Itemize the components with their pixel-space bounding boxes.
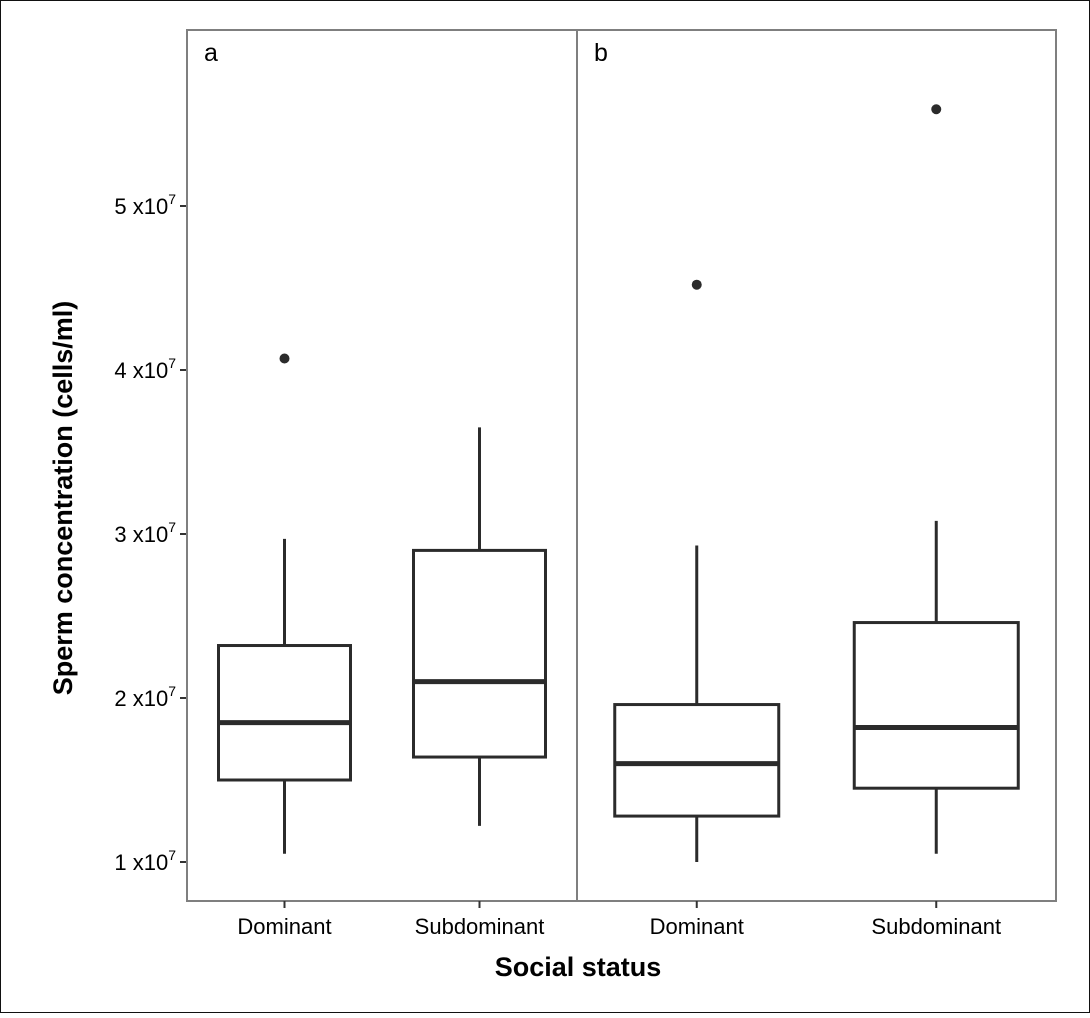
iqr-box	[217, 644, 352, 782]
x-tick-label: Dominant	[237, 914, 331, 939]
x-axis-title: Social status	[495, 952, 662, 982]
panel-a: a	[186, 29, 578, 902]
panel-label: a	[204, 39, 218, 67]
outlier-point	[931, 104, 942, 115]
y-axis-title: Sperm concentration (cells/ml)	[48, 301, 78, 696]
panel-b: b	[576, 29, 1057, 902]
outlier-point	[691, 279, 702, 290]
box-subdominant	[852, 104, 1020, 854]
x-tick-label: Subdominant	[415, 914, 545, 939]
x-axis: Dominant Subdominant Dominant Subdominant	[237, 901, 1001, 939]
x-tick-label: Subdominant	[871, 914, 1001, 939]
y-tick-label: 3 x107	[114, 519, 176, 547]
panel-label: b	[594, 39, 608, 67]
y-tick-label: 2 x107	[114, 683, 176, 711]
box-dominant	[613, 279, 781, 862]
box-subdominant	[412, 427, 547, 826]
x-tick-label: Dominant	[650, 914, 744, 939]
panel-border	[576, 29, 1057, 902]
outlier-point	[279, 353, 290, 364]
iqr-box	[412, 548, 547, 759]
y-tick-label: 4 x107	[114, 355, 176, 383]
y-tick-label: 1 x107	[114, 847, 176, 875]
y-tick-label: 5 x107	[114, 191, 176, 219]
box-dominant	[217, 353, 352, 854]
y-axis: 1 x107 2 x107 3 x107 4 x107 5 x107	[114, 191, 187, 875]
iqr-box	[852, 621, 1020, 790]
iqr-box	[613, 703, 781, 818]
